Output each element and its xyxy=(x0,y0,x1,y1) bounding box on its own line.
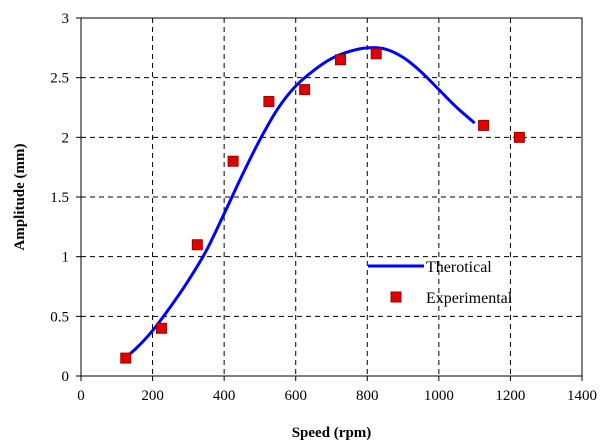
experimental-point xyxy=(513,131,525,143)
x-tick-labels: 0 200 400 600 800 1000 1200 1400 xyxy=(77,388,597,404)
experimental-point xyxy=(156,322,168,334)
theoretical-line xyxy=(123,46,476,360)
x-tick-label: 600 xyxy=(284,388,307,404)
legend-label-experimental: Experimental xyxy=(426,290,513,307)
legend-label-theoretical: Therotical xyxy=(426,259,492,276)
x-axis-title: Speed (rpm) xyxy=(292,425,372,441)
grid xyxy=(81,18,582,376)
x-tick-label: 1000 xyxy=(424,388,454,404)
experimental-point xyxy=(478,119,490,131)
experimental-point xyxy=(299,84,311,96)
y-tick-label: 1 xyxy=(62,250,70,266)
experimental-point xyxy=(370,48,382,60)
y-tick-label: 1.5 xyxy=(50,190,69,206)
y-tick-label: 0 xyxy=(62,369,70,385)
y-axis-title: Amplitude (mm) xyxy=(12,143,28,250)
experimental-point xyxy=(227,155,239,167)
y-tick-label: 0.5 xyxy=(50,309,69,325)
x-tick-label: 400 xyxy=(213,388,236,404)
legend: Therotical Experimental xyxy=(368,259,513,307)
x-tick-label: 1200 xyxy=(495,388,525,404)
experimental-point xyxy=(334,54,346,66)
x-tick-label: 800 xyxy=(356,388,379,404)
experimental-point xyxy=(263,96,275,108)
experimental-point xyxy=(191,239,203,251)
ticks xyxy=(76,17,583,381)
x-tick-label: 1400 xyxy=(567,388,597,404)
experimental-series xyxy=(120,48,525,364)
theoretical-series xyxy=(123,46,476,360)
x-tick-label: 0 xyxy=(77,388,85,404)
y-tick-label: 2 xyxy=(62,130,70,146)
experimental-point xyxy=(120,352,132,364)
y-tick-label: 2.5 xyxy=(50,71,69,87)
legend-marker-swatch xyxy=(390,291,402,303)
y-tick-label: 3 xyxy=(62,11,70,27)
x-tick-label: 200 xyxy=(141,388,164,404)
y-tick-labels: 0 0.5 1 1.5 2 2.5 3 xyxy=(50,11,69,385)
